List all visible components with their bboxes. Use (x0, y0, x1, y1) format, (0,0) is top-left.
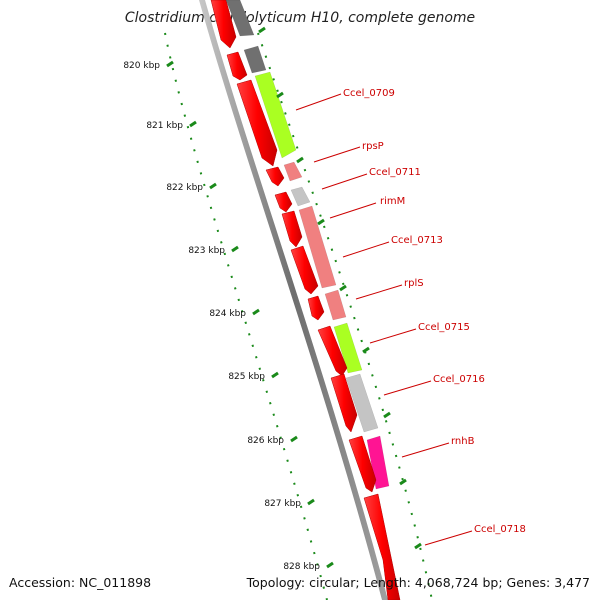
scale-tick (252, 308, 260, 316)
outer-dotted-arc (257, 32, 433, 600)
scale-tick-label: 826 kbp (247, 436, 284, 446)
genome-backbone (199, 0, 388, 600)
gene-leader-line (329, 202, 377, 219)
gene-leader-line (313, 146, 361, 163)
gene-label[interactable]: Ccel_0709 (343, 88, 395, 99)
gene-label[interactable]: Ccel_0715 (418, 322, 470, 333)
gene-feature-block[interactable] (333, 322, 363, 374)
gene-label[interactable]: Ccel_0713 (391, 235, 443, 246)
gene-leader-line (401, 442, 450, 458)
gene-label[interactable]: rplS (404, 278, 424, 289)
gene-label[interactable]: rimM (380, 196, 405, 207)
scale-tick-label: 823 kbp (188, 246, 225, 256)
gene-label[interactable]: rpsP (362, 141, 384, 152)
gene-leader-line (295, 93, 342, 111)
gene-feature-block[interactable] (345, 373, 379, 433)
scale-tick (189, 120, 197, 128)
cds-arrow[interactable] (226, 51, 248, 81)
gene-label[interactable]: Ccel_0711 (369, 167, 421, 178)
scale-tick-label: 827 kbp (264, 499, 301, 509)
scale-tick (271, 371, 279, 379)
scale-tick (307, 498, 315, 506)
scale-tick-label: 824 kbp (209, 309, 246, 319)
gene-leader-line (355, 284, 403, 300)
outer-tick (258, 26, 266, 34)
scale-tick-label: 820 kbp (123, 61, 160, 71)
gene-leader-line (321, 173, 368, 190)
gene-feature-block[interactable] (324, 289, 347, 321)
scale-tick-label: 822 kbp (166, 183, 203, 193)
scale-tick (166, 60, 174, 68)
gene-feature-block[interactable] (254, 71, 297, 159)
gene-label[interactable]: rnhB (451, 436, 475, 447)
outer-tick (399, 478, 407, 486)
outer-tick (339, 284, 347, 292)
cds-arrow[interactable] (290, 245, 319, 295)
cds-arrow[interactable] (307, 295, 325, 321)
scale-tick (209, 182, 217, 190)
scale-tick (326, 561, 334, 569)
gene-label[interactable]: Ccel_0716 (433, 374, 485, 385)
map-title: Clostridium cellulolyticum H10, complete… (124, 10, 476, 26)
gene-leader-line (369, 328, 417, 344)
cds-arrow[interactable] (348, 435, 377, 493)
gene-leader-line (383, 380, 432, 396)
cds-arrow[interactable] (210, 0, 237, 49)
cds-arrow[interactable] (281, 210, 303, 248)
scale-tick-label: 825 kbp (228, 372, 265, 382)
cds-arrow[interactable] (363, 493, 401, 600)
cds-arrow[interactable] (265, 166, 285, 187)
gene-leader-line (424, 530, 473, 546)
genome-summary-text: Topology: circular; Length: 4,068,724 bp… (246, 575, 590, 590)
cds-arrow[interactable] (274, 191, 293, 213)
cds-arrow[interactable] (330, 373, 358, 433)
outer-tick (296, 156, 304, 164)
gene-feature-block[interactable] (298, 205, 337, 289)
gene-feature-block[interactable] (243, 45, 267, 74)
gene-label[interactable]: Ccel_0718 (474, 524, 526, 535)
scale-tick-label: 828 kbp (283, 562, 320, 572)
outer-tick (362, 346, 370, 354)
gene-feature-block[interactable] (225, 0, 255, 37)
gene-leader-line (342, 241, 390, 258)
scale-tick-label: 821 kbp (146, 121, 183, 131)
outer-tick (414, 542, 422, 550)
gene-feature-block[interactable] (283, 161, 303, 182)
outer-tick (276, 91, 284, 99)
scale-tick (231, 245, 239, 253)
outer-tick (383, 411, 391, 419)
accession-text: Accession: NC_011898 (9, 575, 152, 590)
cds-arrow[interactable] (317, 325, 348, 377)
outer-tick (317, 218, 325, 226)
cds-arrow[interactable] (236, 79, 278, 167)
gene-feature-block[interactable] (290, 186, 311, 207)
scale-tick (290, 435, 298, 443)
